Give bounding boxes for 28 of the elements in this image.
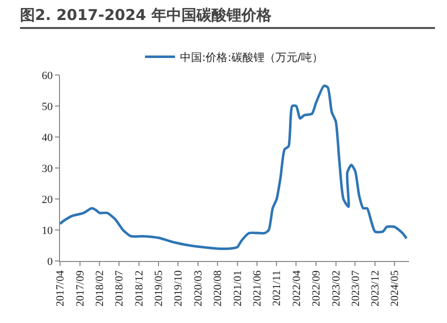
x-tick-label: 2021/06	[251, 270, 264, 306]
x-tick-label: 2021/11	[271, 270, 284, 306]
chart-title: 图2. 2017-2024 年中国碳酸锂价格	[20, 6, 435, 29]
x-tick-label: 2023/12	[370, 270, 382, 306]
x-tick-label: 2022/04	[290, 270, 303, 306]
x-tick-label: 2022/09	[310, 270, 323, 306]
legend-label: 中国:价格:碳酸锂（万元/吨）	[180, 51, 324, 64]
x-tick-label: 2018/12	[133, 270, 146, 306]
x-tick-label: 2023/02	[330, 270, 342, 306]
y-tick-label: 30	[42, 162, 54, 175]
x-tick-label: 2019/10	[172, 270, 185, 306]
x-tick-label: 2020/08	[212, 270, 224, 306]
x-tick-label: 2020/03	[192, 270, 204, 306]
x-tick-label: 2019/05	[152, 270, 165, 306]
line-series	[60, 84, 408, 250]
x-tick-label: 2017/04	[54, 270, 67, 306]
x-tick-label: 2023/07	[350, 270, 362, 306]
y-tick-label: 0	[47, 256, 54, 268]
y-tick-label: 60	[42, 70, 54, 82]
x-tick-label: 2017/09	[74, 270, 86, 306]
y-tick-label: 40	[42, 132, 54, 144]
x-tick-label: 2018/02	[94, 270, 106, 306]
y-tick-label: 20	[42, 194, 54, 206]
y-tick-label: 10	[42, 224, 54, 237]
x-tick-label: 2024/05	[389, 270, 402, 306]
y-tick-label: 50	[42, 100, 54, 113]
x-tick-label: 2021/01	[232, 270, 244, 306]
x-tick-label: 2018/07	[114, 270, 126, 306]
